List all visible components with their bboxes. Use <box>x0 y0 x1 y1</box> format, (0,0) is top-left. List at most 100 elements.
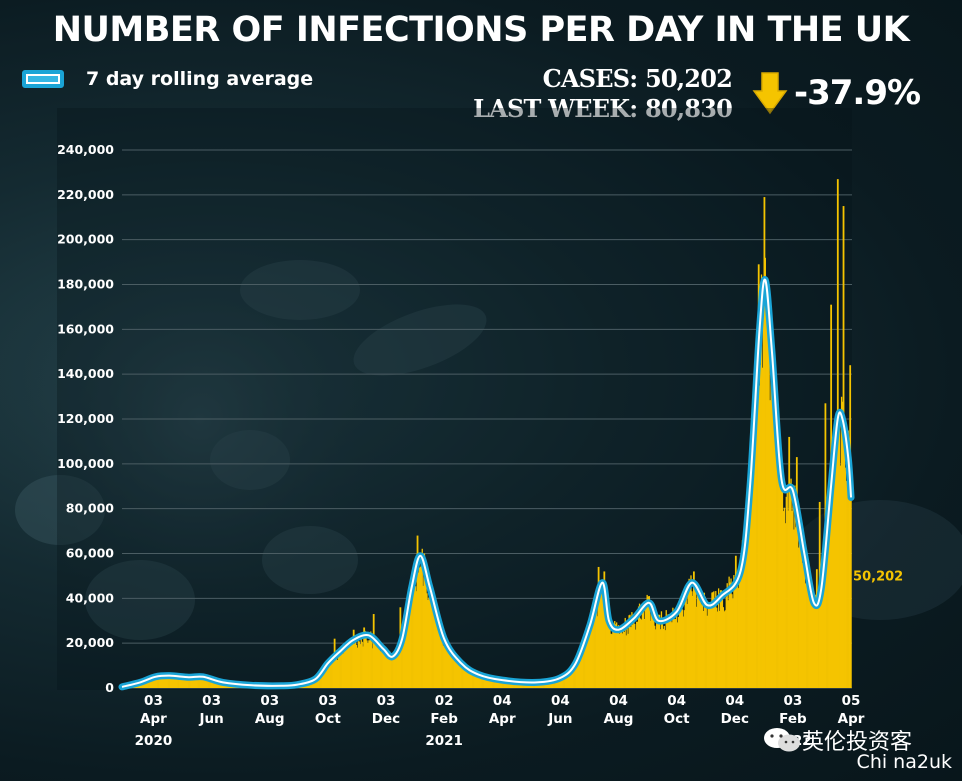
daily-bar <box>841 401 844 688</box>
daily-bar <box>850 494 852 688</box>
daily-bar <box>746 520 748 688</box>
daily-bar <box>341 651 343 688</box>
daily-bar <box>360 636 362 688</box>
chart-title: NUMBER OF INFECTIONS PER DAY IN THE UK <box>52 10 910 50</box>
daily-bar <box>629 614 631 688</box>
daily-bar <box>825 520 827 688</box>
daily-bar-spike <box>363 627 366 688</box>
daily-bar <box>478 673 481 688</box>
daily-bar <box>375 640 378 688</box>
daily-bar-spike <box>423 553 426 688</box>
daily-bar <box>208 679 210 688</box>
daily-bar <box>323 666 325 688</box>
daily-bar <box>713 591 715 688</box>
daily-bar <box>335 656 338 688</box>
daily-bar <box>217 682 219 688</box>
y-tick-label: 180,000 <box>57 277 114 292</box>
daily-bar <box>679 596 682 688</box>
daily-bar-spike <box>597 566 600 688</box>
daily-bar <box>365 632 367 688</box>
daily-bar <box>576 661 579 688</box>
daily-bar <box>414 586 417 688</box>
daily-bar <box>647 596 649 688</box>
daily-bar <box>451 650 453 688</box>
daily-bar <box>613 627 615 688</box>
daily-bar <box>590 624 592 688</box>
daily-bar <box>158 677 160 688</box>
daily-bar <box>650 607 652 688</box>
daily-bar <box>656 619 659 688</box>
daily-bar <box>671 622 673 688</box>
daily-bar <box>149 679 151 688</box>
daily-bar <box>723 611 725 688</box>
daily-bar <box>422 585 424 688</box>
daily-bar <box>724 610 726 688</box>
daily-bar <box>491 677 493 688</box>
last-week-label: LAST WEEK: <box>473 94 638 123</box>
daily-bar <box>412 594 414 688</box>
daily-bar <box>339 654 341 688</box>
change-indicator: -37.9% <box>752 68 921 118</box>
daily-bar <box>812 605 814 688</box>
daily-bar <box>820 577 823 688</box>
daily-bar <box>840 396 843 688</box>
daily-bar <box>668 620 670 688</box>
daily-bar <box>182 678 184 688</box>
watermark-site: Chi na2uk <box>856 751 952 773</box>
daily-bar <box>652 610 654 688</box>
daily-bar <box>198 677 200 688</box>
daily-bar <box>715 591 717 688</box>
daily-bar <box>787 510 789 688</box>
daily-bar-spike <box>788 436 791 688</box>
daily-bar <box>417 572 420 688</box>
daily-bar <box>809 584 811 688</box>
daily-bar <box>316 677 319 688</box>
x-tick-month: Oct <box>664 711 690 727</box>
daily-bar <box>411 588 413 688</box>
daily-bar <box>473 673 475 688</box>
daily-bar-spike <box>603 571 606 688</box>
daily-bar <box>177 675 179 688</box>
daily-bar <box>673 611 675 688</box>
last-week-value: 80,830 <box>644 94 733 123</box>
daily-bar-spike <box>734 555 737 688</box>
daily-bar <box>371 641 373 688</box>
daily-bar <box>319 671 321 688</box>
daily-bar <box>358 641 360 688</box>
daily-bar <box>803 557 806 688</box>
daily-bar <box>176 676 178 688</box>
daily-bar <box>352 642 354 688</box>
daily-bar <box>444 647 446 688</box>
x-tick-month: Apr <box>838 711 865 727</box>
y-tick-label: 120,000 <box>57 411 114 426</box>
daily-bar <box>606 616 608 688</box>
daily-bar <box>192 677 195 688</box>
daily-bar <box>727 600 729 688</box>
daily-bar <box>761 367 764 688</box>
daily-bar <box>418 567 421 688</box>
daily-bar <box>396 650 399 688</box>
daily-bar <box>575 660 578 688</box>
daily-bar <box>563 672 565 688</box>
daily-bar-spike <box>757 264 760 688</box>
daily-bar <box>697 595 700 688</box>
daily-bar-spike <box>766 286 769 688</box>
daily-bar <box>586 634 588 688</box>
daily-bar-spike <box>372 614 375 688</box>
daily-bar <box>557 678 560 688</box>
daily-bar <box>764 257 766 688</box>
daily-bar <box>721 592 724 688</box>
daily-bar <box>624 617 626 688</box>
daily-bar <box>367 642 369 688</box>
x-tick-month: Aug <box>604 711 634 727</box>
daily-bar <box>206 679 208 688</box>
daily-bar <box>388 653 390 688</box>
daily-bar <box>636 621 639 688</box>
daily-bar <box>795 527 797 688</box>
daily-bar <box>681 609 684 688</box>
daily-bar <box>461 663 463 688</box>
daily-bar <box>370 631 372 688</box>
daily-bar <box>630 627 632 688</box>
daily-bar <box>433 603 436 688</box>
daily-bar <box>728 576 730 688</box>
